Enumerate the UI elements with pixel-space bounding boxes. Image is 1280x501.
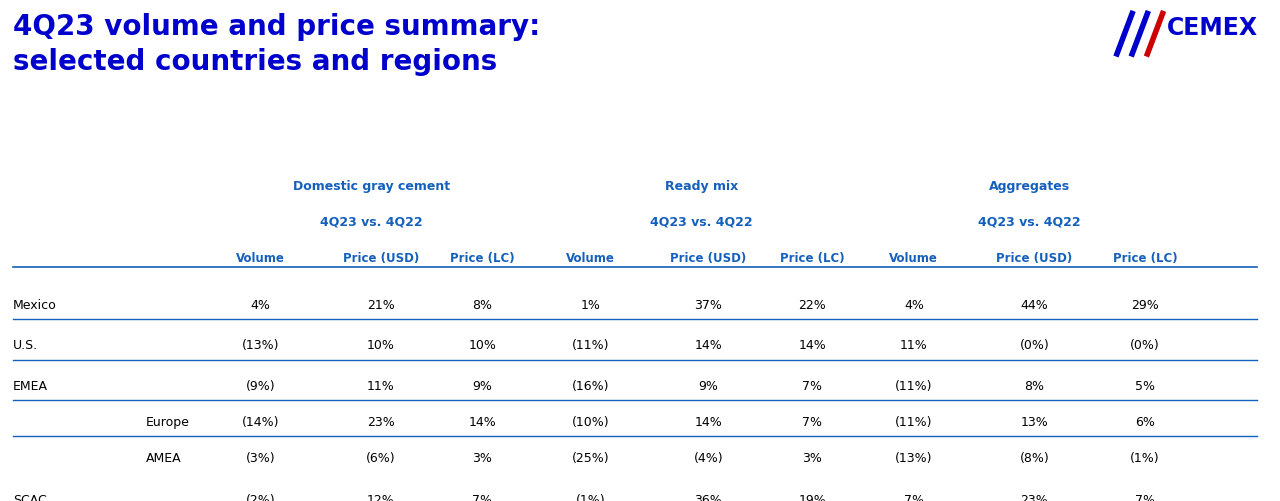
Text: Volume: Volume xyxy=(890,252,938,265)
Text: 10%: 10% xyxy=(367,339,394,352)
Text: 11%: 11% xyxy=(367,380,394,393)
Text: Price (LC): Price (LC) xyxy=(451,252,515,265)
Text: Europe: Europe xyxy=(146,416,189,429)
Text: 3%: 3% xyxy=(472,452,493,464)
Text: (16%): (16%) xyxy=(571,380,609,393)
Text: AMEA: AMEA xyxy=(146,452,182,464)
Text: 7%: 7% xyxy=(904,494,924,501)
Text: (2%): (2%) xyxy=(246,494,275,501)
Text: 7%: 7% xyxy=(472,494,493,501)
Text: 13%: 13% xyxy=(1020,416,1048,429)
Text: Price (LC): Price (LC) xyxy=(780,252,845,265)
Text: 14%: 14% xyxy=(694,416,722,429)
Text: (25%): (25%) xyxy=(571,452,609,464)
Text: (4%): (4%) xyxy=(694,452,723,464)
Text: 22%: 22% xyxy=(799,299,826,312)
Text: (11%): (11%) xyxy=(571,339,609,352)
Text: Price (USD): Price (USD) xyxy=(343,252,419,265)
Text: (11%): (11%) xyxy=(895,380,933,393)
Text: 14%: 14% xyxy=(799,339,826,352)
Text: Ready mix: Ready mix xyxy=(664,180,737,193)
Text: 4%: 4% xyxy=(251,299,270,312)
Text: 7%: 7% xyxy=(803,416,822,429)
Text: 36%: 36% xyxy=(694,494,722,501)
Text: 5%: 5% xyxy=(1135,380,1155,393)
Text: (10%): (10%) xyxy=(571,416,609,429)
Text: (0%): (0%) xyxy=(1020,339,1050,352)
Text: Volume: Volume xyxy=(236,252,284,265)
Text: EMEA: EMEA xyxy=(13,380,47,393)
Text: 14%: 14% xyxy=(468,416,497,429)
Text: 9%: 9% xyxy=(472,380,493,393)
Text: (13%): (13%) xyxy=(895,452,933,464)
Text: 4%: 4% xyxy=(904,299,924,312)
Text: 23%: 23% xyxy=(1020,494,1048,501)
Text: (13%): (13%) xyxy=(242,339,279,352)
Text: 4Q23 volume and price summary:
selected countries and regions: 4Q23 volume and price summary: selected … xyxy=(13,14,540,76)
Text: Price (USD): Price (USD) xyxy=(671,252,746,265)
Text: 4Q23 vs. 4Q22: 4Q23 vs. 4Q22 xyxy=(978,216,1080,229)
Text: Aggregates: Aggregates xyxy=(988,180,1070,193)
Text: Price (LC): Price (LC) xyxy=(1112,252,1178,265)
Text: Volume: Volume xyxy=(566,252,614,265)
Text: Mexico: Mexico xyxy=(13,299,56,312)
Text: 8%: 8% xyxy=(1024,380,1044,393)
Text: 7%: 7% xyxy=(803,380,822,393)
Text: Domestic gray cement: Domestic gray cement xyxy=(293,180,449,193)
Text: (11%): (11%) xyxy=(895,416,933,429)
Text: 8%: 8% xyxy=(472,299,493,312)
Text: 10%: 10% xyxy=(468,339,497,352)
Text: 4Q23 vs. 4Q22: 4Q23 vs. 4Q22 xyxy=(650,216,753,229)
Text: (0%): (0%) xyxy=(1130,339,1160,352)
Text: 9%: 9% xyxy=(699,380,718,393)
Text: 7%: 7% xyxy=(1135,494,1155,501)
Text: 19%: 19% xyxy=(799,494,826,501)
Text: (1%): (1%) xyxy=(576,494,605,501)
Text: (9%): (9%) xyxy=(246,380,275,393)
Text: 14%: 14% xyxy=(694,339,722,352)
Text: 37%: 37% xyxy=(694,299,722,312)
Text: SCAC: SCAC xyxy=(13,494,46,501)
Text: (8%): (8%) xyxy=(1020,452,1050,464)
Text: (1%): (1%) xyxy=(1130,452,1160,464)
Text: 1%: 1% xyxy=(580,299,600,312)
Text: 29%: 29% xyxy=(1132,299,1158,312)
Text: 3%: 3% xyxy=(803,452,822,464)
Text: 44%: 44% xyxy=(1020,299,1048,312)
Text: CEMEX: CEMEX xyxy=(1166,16,1257,40)
Text: U.S.: U.S. xyxy=(13,339,38,352)
Text: 12%: 12% xyxy=(367,494,394,501)
Text: (14%): (14%) xyxy=(242,416,279,429)
Text: 21%: 21% xyxy=(367,299,394,312)
Text: 23%: 23% xyxy=(367,416,394,429)
Text: (6%): (6%) xyxy=(366,452,396,464)
Text: (3%): (3%) xyxy=(246,452,275,464)
Text: 6%: 6% xyxy=(1135,416,1155,429)
Text: 4Q23 vs. 4Q22: 4Q23 vs. 4Q22 xyxy=(320,216,422,229)
Text: 11%: 11% xyxy=(900,339,928,352)
Text: Price (USD): Price (USD) xyxy=(996,252,1073,265)
